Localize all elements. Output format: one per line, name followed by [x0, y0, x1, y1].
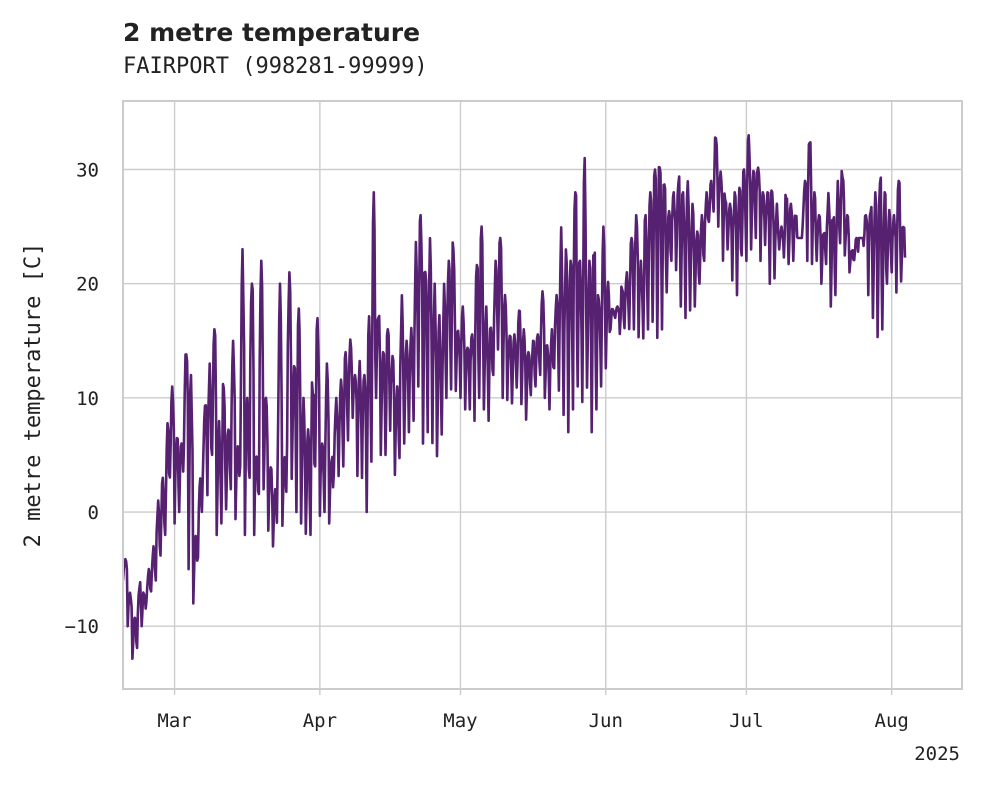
plot-frame: [122, 100, 963, 690]
x-tick-label: Apr: [303, 710, 337, 732]
y-tick-label: 0: [88, 502, 99, 524]
y-axis-label: 2 metre temperature [C]: [21, 243, 46, 548]
x-tick-label: Mar: [157, 710, 191, 732]
series-line-group: [123, 134, 907, 660]
x-tick-label: Jun: [589, 710, 623, 732]
chart-subtitle: FAIRPORT (998281-99999): [123, 54, 428, 79]
year-label: 2025: [914, 743, 960, 765]
y-tick-label: 20: [76, 274, 99, 296]
temperature-series-line: [123, 134, 907, 660]
x-tick-label: May: [443, 710, 477, 732]
y-tick-label: −10: [65, 616, 99, 638]
y-axis: −10 0 10 20 30: [65, 160, 99, 639]
x-tick-label: Jul: [729, 710, 763, 732]
x-tick-label: Aug: [875, 710, 909, 732]
y-tick-label: 10: [76, 388, 99, 410]
y-tick-label: 30: [76, 160, 99, 182]
x-axis: Mar Apr May Jun Jul Aug: [157, 689, 909, 732]
chart-title: 2 metre temperature: [123, 18, 420, 47]
